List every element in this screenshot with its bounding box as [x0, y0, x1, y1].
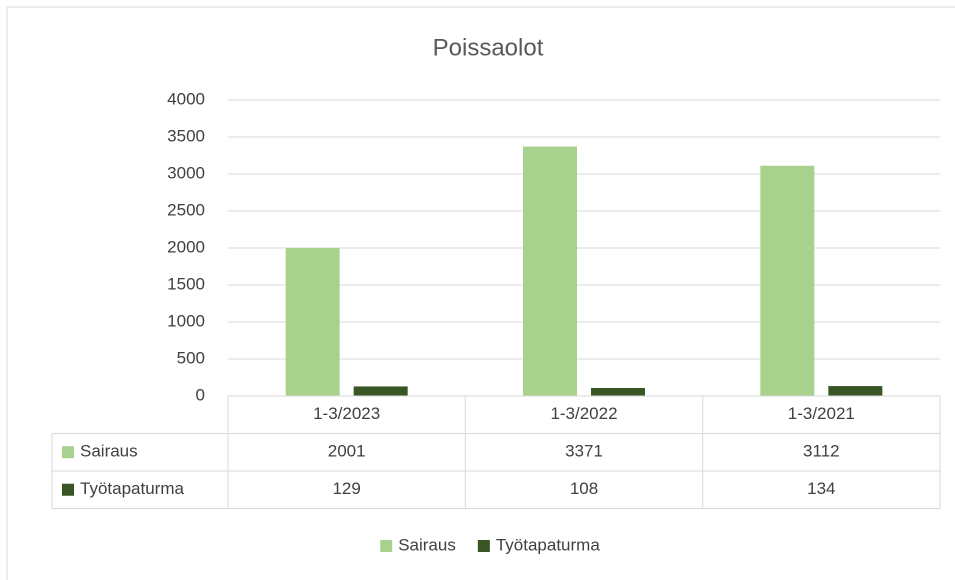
legend-key [477, 540, 490, 552]
y-tick-label: 1500 [167, 274, 205, 293]
x-tick-label: 1-3/2023 [313, 404, 380, 423]
x-tick-label: 1-3/2021 [788, 404, 855, 423]
table-legend-key [62, 446, 74, 459]
bar [523, 146, 577, 396]
chart-title: Poissaolot [433, 34, 544, 61]
table-value: 134 [807, 479, 835, 498]
bar [285, 247, 340, 396]
y-tick-label: 2500 [167, 200, 205, 219]
legend-label: Työtapaturma [496, 535, 600, 554]
table-value: 3112 [803, 442, 840, 461]
bar [760, 165, 815, 396]
x-tick-label: 1-3/2022 [550, 404, 617, 423]
table-value: 129 [332, 479, 360, 498]
bar [353, 386, 408, 396]
table-legend-key [62, 483, 74, 496]
table-row-header: Työtapaturma [80, 479, 184, 498]
legend-label: Sairaus [398, 535, 456, 554]
table-value: 2001 [328, 442, 366, 461]
y-tick-label: 500 [177, 348, 205, 367]
table-value: 3371 [565, 442, 603, 461]
legend-key [380, 540, 393, 552]
bar [828, 386, 883, 396]
y-tick-label: 3000 [167, 163, 205, 182]
y-tick-label: 4000 [167, 89, 205, 108]
table-value: 108 [570, 479, 598, 498]
y-tick-label: 2000 [167, 237, 205, 256]
table-row-header: Sairaus [80, 442, 138, 461]
bar [591, 388, 645, 396]
y-tick-label: 3500 [167, 126, 205, 145]
y-tick-label: 1000 [167, 311, 205, 330]
y-tick-label: 0 [196, 385, 205, 404]
